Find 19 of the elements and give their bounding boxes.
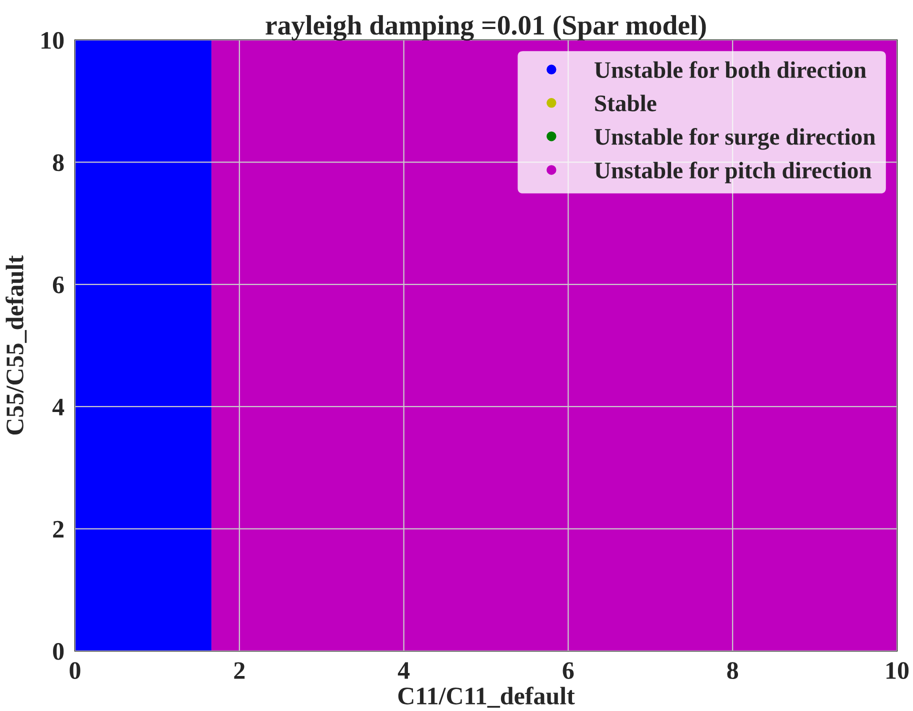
y-axis-title: C55/C55_default [6,255,27,435]
x-tick-label: 8 [727,662,738,680]
y-tick-label: 8 [52,154,64,172]
y-tick-label: 0 [53,643,64,660]
legend-label: Unstable for both direction [594,61,866,78]
legend-label: Stable [595,94,656,112]
legend-label: Unstable for surge direction [594,128,876,150]
x-axis-title: C11/C11_default [398,686,575,708]
y-tick-label: 4 [52,398,64,416]
chart-title: rayleigh damping =0.01 (Spar model) [266,15,706,41]
y-tick-label: 6 [52,276,64,294]
x-tick-label: 10 [886,662,909,680]
x-tick-label: 0 [70,662,80,680]
y-tick-label: 2 [53,520,64,538]
y-tick-label: 10 [42,32,64,49]
x-tick-label: 6 [562,662,574,680]
x-tick-label: 2 [234,662,245,679]
legend-label: Unstable for pitch direction [594,162,872,184]
x-tick-label: 4 [398,662,410,679]
